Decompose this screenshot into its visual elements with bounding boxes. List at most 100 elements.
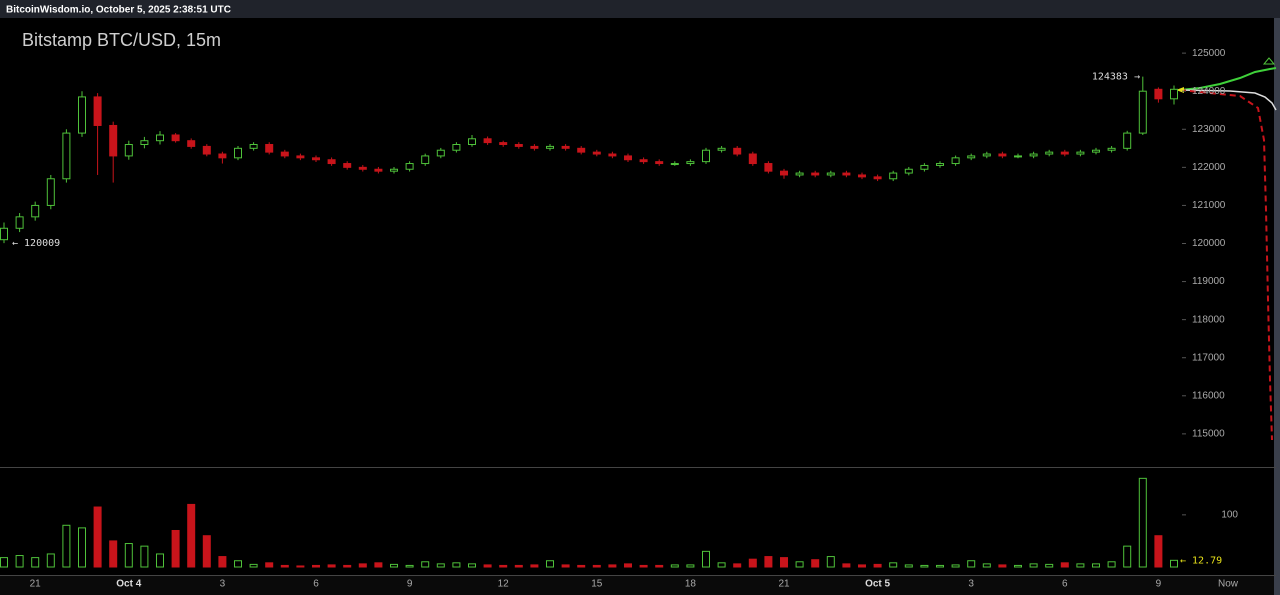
volume-bar [1107, 561, 1116, 568]
volume-bar [639, 564, 648, 568]
volume-bar [795, 561, 804, 568]
volume-bar [1092, 563, 1100, 568]
x-tick-label: 6 [313, 579, 319, 590]
candle-body [873, 176, 882, 180]
candle-body [499, 142, 508, 146]
volume-bar [234, 560, 242, 568]
plot-area [0, 18, 1276, 576]
volume-bar [546, 560, 554, 568]
volume-bar [140, 545, 149, 568]
candle-body [1170, 88, 1178, 100]
y-tick-label: 120000 [1192, 238, 1226, 249]
candle-body [546, 145, 554, 149]
volume-bar [842, 563, 851, 568]
x-tick-label: 9 [1156, 579, 1162, 590]
volume-bar [1170, 559, 1178, 568]
volume-bar [405, 564, 414, 568]
volume-bar [904, 564, 913, 568]
volume-bar [312, 564, 320, 568]
y-tick-label: 117000 [1192, 352, 1225, 363]
volume-bar [1014, 564, 1022, 568]
candle-body [1045, 151, 1054, 155]
volume-bar [530, 564, 539, 568]
candle-body [312, 157, 320, 161]
candle-body [967, 155, 976, 159]
volume-bar [1029, 563, 1038, 568]
volume-bar [982, 563, 991, 568]
volume-bar [624, 563, 632, 568]
volume-bar [1045, 563, 1054, 568]
volume-bar [249, 563, 258, 568]
volume-bar [265, 562, 274, 568]
candle-body [93, 96, 102, 126]
candle-body [1138, 90, 1147, 134]
volume-bar [421, 561, 430, 568]
candle-body [0, 227, 8, 241]
x-tick-label: 3 [220, 579, 226, 590]
x-axis-band [0, 576, 1276, 595]
volume-bar [436, 563, 445, 568]
volume-bar [156, 553, 164, 568]
candle-body [780, 170, 788, 176]
volume-bar [171, 529, 180, 568]
volume-bar [202, 535, 211, 568]
volume-bar [1060, 562, 1069, 568]
volume-bar [826, 556, 835, 568]
y-tick-label: 125000 [1192, 48, 1226, 59]
candle-body [1154, 88, 1163, 100]
candle-body [686, 161, 695, 165]
volume-bar [717, 562, 726, 568]
volume-bar [670, 564, 679, 568]
candle-body [982, 153, 991, 157]
candle-body [46, 178, 55, 206]
volume-bar [967, 560, 976, 568]
candle-body [280, 151, 289, 157]
y-tick-label: 122000 [1192, 162, 1226, 173]
volume-bar [733, 563, 742, 568]
volume-bar [62, 524, 71, 568]
candle-body [390, 168, 398, 172]
candle-body [717, 147, 726, 151]
volume-bar [592, 564, 601, 568]
candle-body [202, 145, 211, 155]
y-tick-label: 116000 [1192, 390, 1225, 401]
candle-body [998, 153, 1007, 157]
candle-body [811, 172, 820, 176]
depth-asks [1179, 89, 1273, 441]
candle-body [889, 172, 898, 180]
candle-body [15, 216, 24, 229]
volume-bar [93, 506, 102, 568]
candle-body [1029, 153, 1038, 157]
volume-bar [748, 558, 757, 568]
candle-body [577, 147, 586, 153]
volume-bar [78, 527, 86, 568]
candle-body [156, 134, 164, 142]
candle-body [920, 164, 929, 170]
candle-body [468, 138, 476, 146]
volume-bar [218, 556, 227, 568]
volume-bar [858, 564, 866, 568]
volume-bar [390, 563, 398, 568]
volume-bar [468, 563, 476, 568]
volume-bar [343, 564, 352, 568]
candle-body [826, 172, 835, 176]
candle-body [140, 140, 149, 146]
candle-body [171, 134, 180, 142]
volume-bar [608, 564, 617, 568]
candle-body [670, 163, 679, 166]
y-tick-label: 124000 [1192, 86, 1226, 97]
candle-body [624, 155, 632, 161]
candle-body [109, 124, 118, 157]
candle-body [343, 163, 352, 168]
high-annotation: 124383 → [1092, 72, 1140, 83]
candle-body [187, 140, 196, 147]
x-tick-label: 21 [30, 579, 42, 590]
candle-body [639, 159, 648, 163]
candle-body [842, 172, 851, 176]
scrollbar [1274, 18, 1280, 595]
depth-line [1179, 89, 1277, 111]
volume-bar [1154, 535, 1163, 568]
candle-body [327, 159, 336, 165]
volume-bar [0, 557, 8, 568]
